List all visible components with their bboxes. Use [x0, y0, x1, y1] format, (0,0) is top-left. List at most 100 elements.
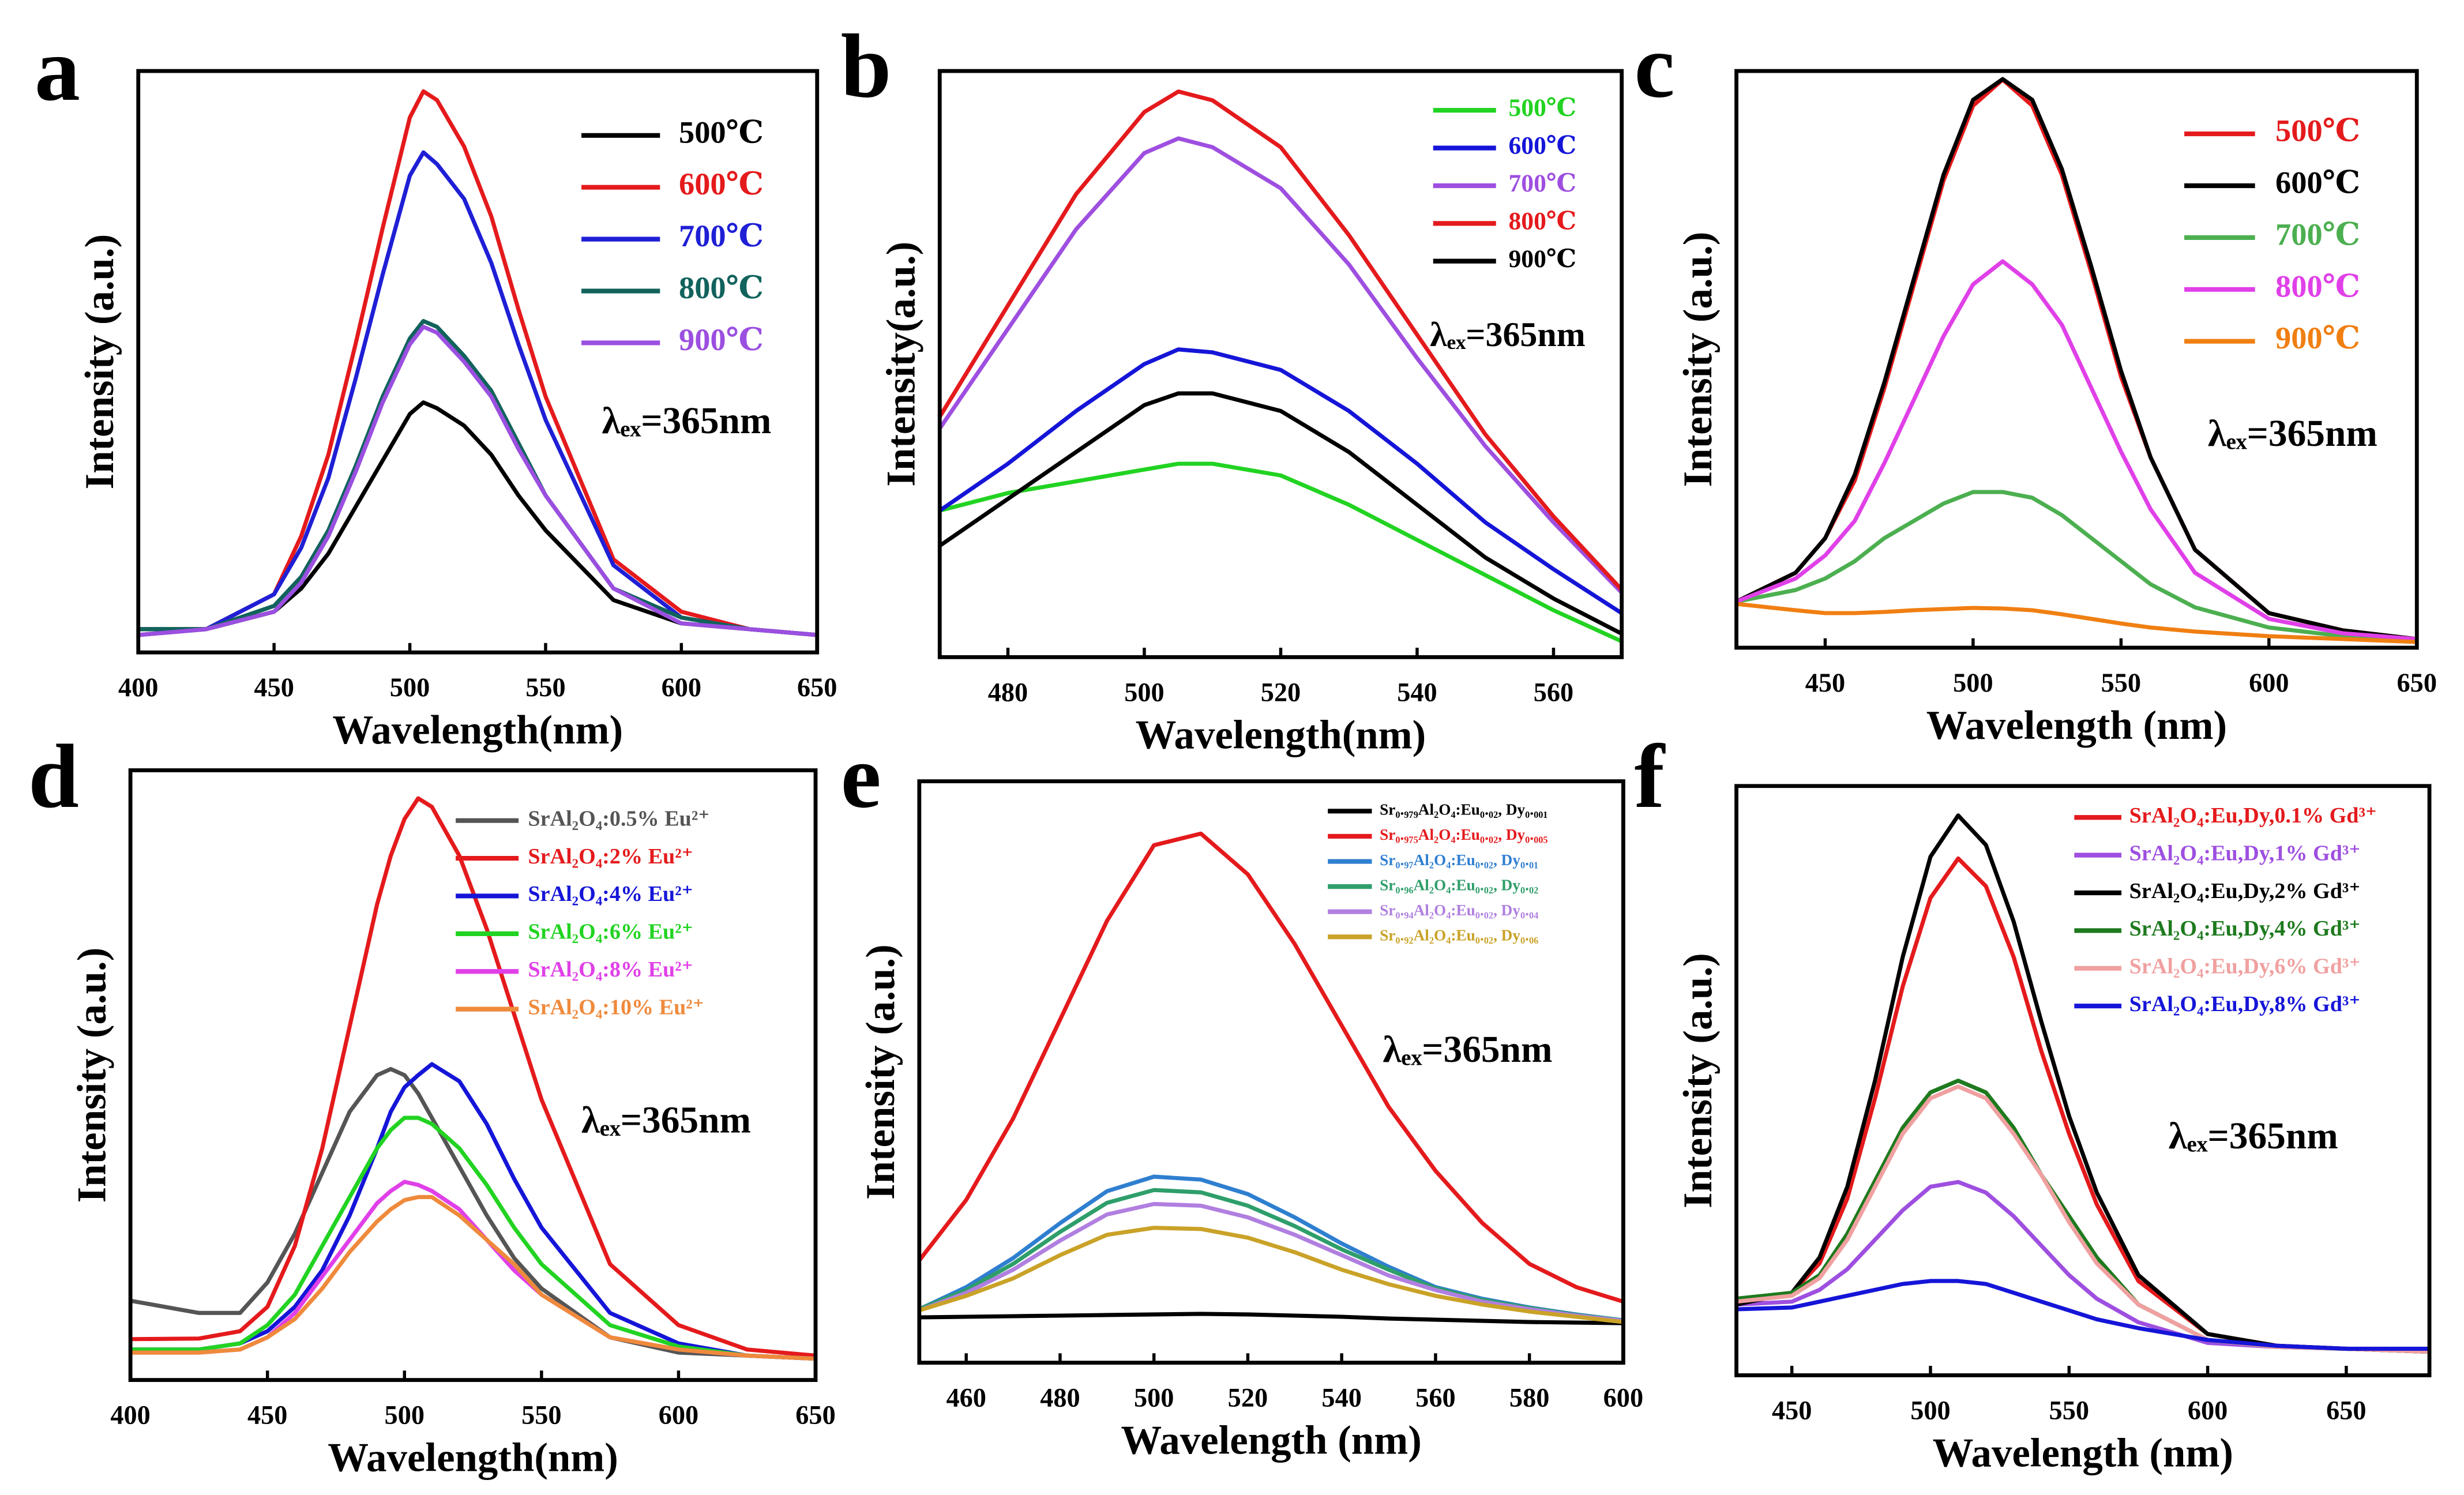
y-axis-label: Intensity(a.u.) — [879, 242, 924, 487]
legend-label: 700℃ — [679, 218, 764, 253]
x-tick-label: 500 — [1134, 1384, 1174, 1413]
series-line — [1736, 1279, 2430, 1351]
legend-label: 600℃ — [679, 166, 764, 201]
x-axis-label: Wavelength(nm) — [328, 1436, 618, 1481]
x-tick-label: 460 — [946, 1384, 986, 1413]
legend-label: 800℃ — [2275, 268, 2360, 303]
legend-label: 600℃ — [1509, 132, 1577, 160]
series-line — [130, 1062, 816, 1361]
legend-label: 700℃ — [2275, 216, 2360, 251]
legend-label: 900℃ — [679, 322, 764, 357]
plot-frame — [1734, 69, 2419, 650]
series-line — [138, 400, 817, 637]
series-line — [1736, 1180, 2430, 1354]
x-tick-label: 500 — [1953, 668, 1993, 698]
x-tick-label: 650 — [797, 673, 837, 703]
x-tick-label: 650 — [795, 1401, 835, 1430]
annotation: λₑₓ=365nm — [1430, 315, 1585, 354]
legend-label: SrAl₂O₄:6% Eu²⁺ — [528, 920, 693, 944]
annotation: λₑₓ=365nm — [2208, 413, 2377, 454]
plot-frame — [1734, 784, 2432, 1377]
x-tick-label: 550 — [2049, 1396, 2089, 1425]
x-axis-label: Wavelength(nm) — [1136, 712, 1426, 757]
x-tick-label: 600 — [659, 1401, 698, 1430]
series-line — [1736, 813, 2430, 1354]
series-line — [138, 150, 817, 637]
series-line — [1736, 602, 2417, 644]
series-line — [1736, 77, 2417, 641]
legend-label: SrAl₂O₄:Eu,Dy,0.1% Gd³⁺ — [2129, 803, 2377, 828]
legend-label: Sr₀.₉₂Al₂O₄:Eu₀.₀₂, Dy₀.₀₆ — [1380, 927, 1538, 944]
annotation: λₑₓ=365nm — [602, 400, 771, 442]
legend-label: Sr₀.₉₇₅Al₂O₄:Eu₀.₀₂, Dy₀.₀₀₅ — [1380, 826, 1548, 843]
annotation: λₑₓ=365nm — [581, 1100, 751, 1141]
x-tick-label: 540 — [1321, 1384, 1361, 1413]
x-tick-label: 560 — [1534, 678, 1573, 707]
y-axis-label: Intensity (a.u.) — [1676, 953, 1721, 1208]
x-tick-label: 550 — [521, 1401, 561, 1430]
plot-frame — [136, 69, 820, 655]
legend-label: Sr₀.₉₇₉Al₂O₄:Eu₀.₀₂, Dy₀.₀₀₁ — [1380, 801, 1548, 818]
x-tick-label: 500 — [390, 673, 430, 703]
legend-label: SrAl₂O₄:Eu,Dy,6% Gd³⁺ — [2129, 955, 2361, 979]
x-tick-label: 500 — [1910, 1396, 1950, 1425]
panel-label: d — [28, 726, 79, 827]
x-tick-label: 550 — [2101, 668, 2141, 698]
legend-label: SrAl₂O₄:8% Eu²⁺ — [528, 957, 693, 982]
series-line — [940, 347, 1622, 615]
legend-label: SrAl₂O₄:4% Eu²⁺ — [528, 882, 693, 906]
series-line — [940, 461, 1622, 644]
x-tick-label: 450 — [254, 673, 294, 703]
legend-label: 500℃ — [1509, 94, 1577, 122]
x-tick-label: 600 — [2188, 1396, 2228, 1425]
x-tick-label: 520 — [1228, 1384, 1268, 1413]
series-line — [1736, 490, 2417, 643]
legend-label: 600℃ — [2275, 164, 2360, 200]
legend-label: SrAl₂O₄:Eu,Dy,4% Gd³⁺ — [2129, 916, 2361, 941]
x-tick-label: 650 — [2326, 1396, 2366, 1425]
legend-label: Sr₀.₉₇Al₂O₄:Eu₀.₀₂, Dy₀.₀₁ — [1380, 851, 1538, 869]
x-tick-label: 450 — [1772, 1396, 1812, 1425]
legend-label: 500℃ — [2275, 113, 2360, 148]
legend-label: SrAl₂O₄:Eu,Dy,8% Gd³⁺ — [2129, 992, 2361, 1016]
legend-label: 500℃ — [679, 114, 764, 149]
series-line — [130, 1195, 816, 1361]
series-line — [130, 1115, 816, 1361]
series-line — [138, 319, 817, 637]
series-line — [940, 391, 1622, 636]
legend-label: 700℃ — [1509, 170, 1577, 197]
legend-label: SrAl₂O₄:10% Eu²⁺ — [528, 995, 704, 1019]
series-line — [919, 1312, 1624, 1325]
x-axis-label: Wavelength (nm) — [1933, 1430, 2233, 1475]
plot-frame — [917, 779, 1625, 1365]
series-line — [940, 136, 1622, 595]
series-line — [919, 1201, 1624, 1323]
legend-label: SrAl₂O₄:2% Eu²⁺ — [528, 844, 693, 869]
y-axis-label: Intensity (a.u.) — [1676, 232, 1721, 487]
panel-label: a — [35, 19, 80, 120]
annotation: λₑₓ=365nm — [2169, 1115, 2338, 1157]
x-tick-label: 520 — [1261, 678, 1301, 707]
y-axis-label: Intensity (a.u.) — [858, 944, 903, 1200]
x-tick-label: 450 — [247, 1401, 287, 1430]
legend-label: SrAl₂O₄:Eu,Dy,2% Gd³⁺ — [2129, 879, 2361, 903]
y-axis-label: Intensity (a.u.) — [77, 234, 122, 490]
x-tick-label: 400 — [110, 1401, 150, 1430]
x-tick-label: 560 — [1415, 1384, 1455, 1413]
x-tick-label: 580 — [1509, 1384, 1549, 1413]
series-line — [130, 796, 816, 1358]
x-tick-label: 500 — [385, 1401, 425, 1430]
x-tick-label: 500 — [1124, 678, 1164, 707]
legend-label: 900℃ — [2275, 320, 2360, 355]
x-axis-label: Wavelength(nm) — [332, 708, 623, 753]
x-tick-label: 600 — [2249, 668, 2289, 698]
x-tick-label: 550 — [525, 673, 565, 703]
series-line — [1736, 259, 2417, 641]
legend-label: SrAl₂O₄:Eu,Dy,1% Gd³⁺ — [2129, 841, 2361, 865]
legend-label: 800℃ — [1509, 207, 1577, 235]
x-tick-label: 600 — [1603, 1384, 1643, 1413]
annotation: λₑₓ=365nm — [1383, 1029, 1553, 1070]
panel-label: b — [841, 16, 892, 117]
x-tick-label: 400 — [118, 673, 158, 703]
